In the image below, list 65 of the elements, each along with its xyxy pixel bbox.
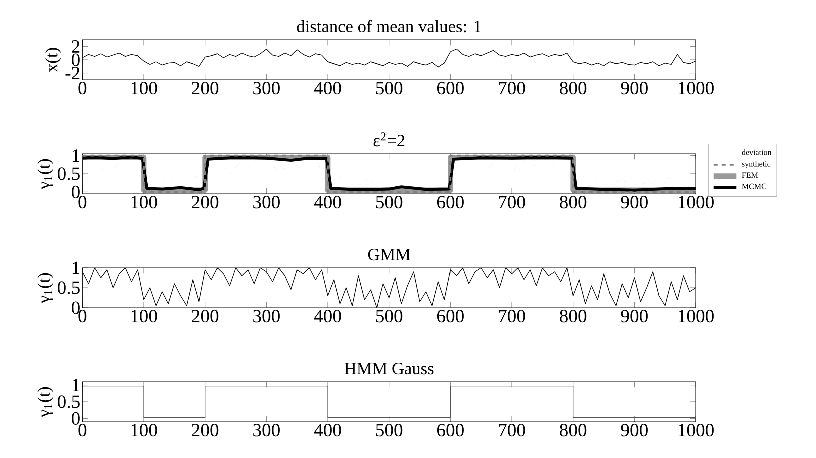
y-tick-label: 1 [72, 150, 80, 162]
y-axis-title: x(t) [46, 48, 62, 72]
x-tick-label: 200 [192, 310, 219, 323]
y-axis-title: γ$_{1}$(t) [38, 159, 54, 190]
x-tick-label: 500 [376, 196, 403, 209]
y-axis-title: γ$_{1}$(t) [38, 387, 54, 418]
x-tick-label: 900 [621, 196, 648, 209]
legend-label: deviation [742, 150, 772, 156]
x-tick-label: 700 [499, 310, 526, 323]
x-tick-label: 1000 [678, 310, 714, 323]
x-tick-label: 300 [254, 196, 280, 209]
y-axis-title: γ$_{1}$(t) [38, 273, 54, 304]
x-tick-label: 500 [376, 82, 403, 95]
y-tick-label: 0 [72, 412, 80, 425]
x-tick-label: 400 [314, 424, 342, 437]
x-tick-label: 100 [132, 310, 158, 323]
x-tick-label: 900 [621, 424, 648, 437]
chart-title: GMM [368, 248, 410, 261]
x-tick-label: 300 [254, 424, 280, 437]
x-tick-label: 400 [314, 82, 342, 95]
line-series [82, 268, 696, 308]
x-tick-label: 1000 [678, 82, 714, 95]
x-tick-label: 800 [560, 310, 587, 323]
x-tick-label: 100 [132, 196, 158, 209]
x-tick-label: 100 [132, 424, 158, 437]
x-tick-label: 600 [437, 310, 464, 323]
x-tick-label: 500 [376, 424, 403, 437]
x-tick-label: 900 [621, 82, 648, 95]
x-tick-label: 500 [376, 310, 403, 323]
chart-title: distance of mean values: 1 [297, 20, 481, 33]
x-tick-label: 1000 [678, 424, 714, 437]
y-tick-label: -2 [66, 67, 80, 80]
x-tick-label: 100 [132, 82, 158, 95]
x-tick-label: 1000 [678, 196, 714, 209]
x-tick-label: 800 [560, 82, 587, 95]
y-tick-label: 1 [72, 379, 80, 392]
legend-label: FEM [742, 172, 758, 178]
y-tick-label: 0.5 [58, 168, 80, 180]
x-tick-label: 800 [560, 424, 587, 437]
x-tick-label: 700 [499, 424, 526, 437]
legend-label: MCMC [742, 184, 766, 190]
legend-label: synthetic [742, 161, 771, 168]
x-tick-label: 400 [314, 196, 342, 209]
y-tick-label: 0.5 [58, 282, 80, 294]
y-tick-label: 2 [72, 40, 80, 53]
chart-title: ε$^{2}$=2 [374, 132, 405, 147]
x-tick-label: 700 [499, 82, 526, 95]
x-tick-label: 800 [560, 196, 587, 209]
y-tick-label: 0 [72, 54, 80, 66]
x-tick-label: 200 [192, 424, 219, 437]
x-tick-label: 300 [254, 310, 280, 323]
x-tick-label: 300 [254, 82, 280, 95]
x-tick-label: 900 [621, 310, 648, 323]
y-tick-label: 0 [72, 186, 80, 198]
chart-title: HMM Gauss [344, 362, 434, 375]
x-tick-label: 600 [437, 82, 464, 95]
y-tick-label: 1 [72, 262, 80, 274]
x-tick-label: 200 [192, 82, 219, 95]
x-tick-label: 700 [499, 196, 526, 209]
x-tick-label: 600 [437, 196, 464, 209]
y-tick-label: 0.5 [58, 396, 80, 408]
y-tick-label: 0 [72, 302, 80, 314]
x-tick-label: 600 [437, 424, 464, 437]
x-tick-label: 400 [314, 310, 342, 323]
x-tick-label: 200 [192, 196, 219, 209]
